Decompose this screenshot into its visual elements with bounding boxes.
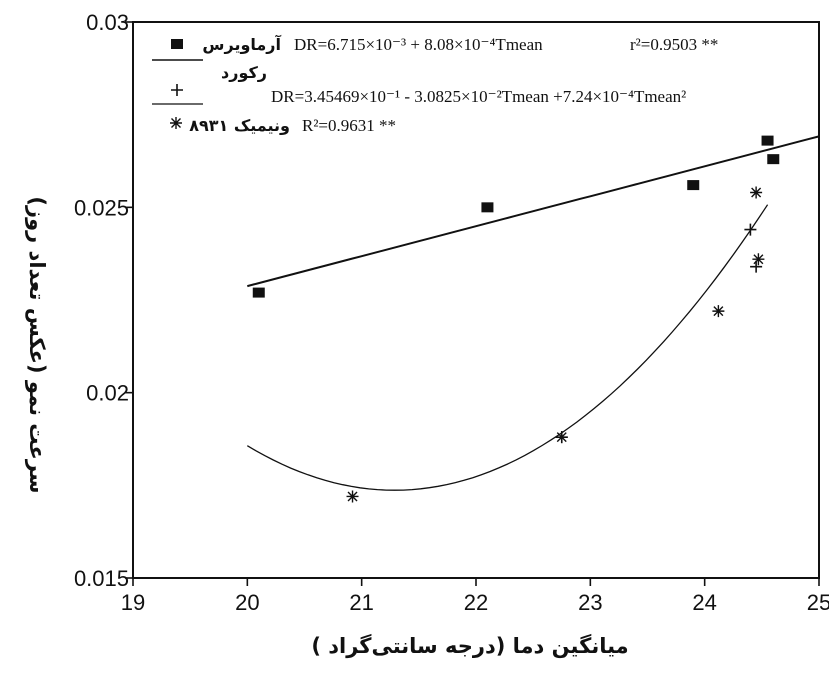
data-point-series-2 (346, 490, 359, 503)
fit-line-series-0 (247, 135, 820, 288)
y-tick-label: 0.025 (74, 195, 129, 220)
square-marker (767, 154, 780, 165)
legend-equation-series-1: DR=3.45469×10⁻¹ - 3.0825×10⁻²Tmean +7.24… (271, 87, 686, 106)
x-tick-label: 21 (349, 590, 373, 615)
plus-marker (171, 84, 183, 96)
y-tick-label: 0.03 (86, 10, 129, 35)
legend-name-series-2: ۸۹۳۱ ونیمیک (189, 116, 290, 135)
data-point-series-0 (252, 287, 265, 298)
x-tick-label: 25 (807, 590, 829, 615)
asterisk-marker (752, 253, 765, 266)
y-tick-label: 0.015 (74, 566, 129, 591)
x-tick-label: 22 (464, 590, 488, 615)
x-tick-label: 19 (121, 590, 145, 615)
fit-line-series-1 (246, 204, 769, 491)
legend-name-series-0: آرماویرس (202, 34, 281, 54)
data-point-series-2 (555, 431, 568, 444)
square-marker (171, 39, 183, 49)
legend-marker-series-1 (171, 84, 183, 96)
square-marker (761, 135, 774, 146)
x-tick-label: 23 (578, 590, 602, 615)
x-axis-title: میانگین دما (درجه سانتی‌گراد ) (311, 633, 628, 658)
fit-lines (246, 135, 820, 491)
y-axis-title: سرعت نمو (عکس تعداد روز) (25, 196, 49, 493)
data-point-series-1 (750, 260, 763, 273)
data-point-series-0 (481, 202, 494, 213)
x-tick-label: 24 (692, 590, 716, 615)
data-points (252, 135, 780, 503)
y-tick-label: 0.02 (86, 381, 129, 406)
data-point-series-2 (752, 253, 765, 266)
legend-r2-series-2: R²=0.9631 ** (302, 116, 396, 135)
asterisk-marker (555, 431, 568, 444)
plot-axes: 19 20 21 22 23 24 25 0.015 0.02 0.025 0.03 (74, 10, 829, 615)
square-marker (252, 287, 265, 298)
legend-name-series-1: رکورد (221, 63, 267, 82)
square-marker (687, 180, 700, 191)
square-marker (481, 202, 494, 213)
legend-equation-series-0: DR=6.715×10⁻³ + 8.08×10⁻⁴Tmean (294, 35, 543, 54)
data-point-series-0 (687, 180, 700, 191)
x-tick-label: 20 (235, 590, 259, 615)
asterisk-marker (170, 117, 182, 129)
data-point-series-2 (750, 186, 763, 199)
asterisk-marker (712, 305, 725, 318)
data-point-series-0 (761, 135, 774, 146)
data-point-series-0 (767, 154, 780, 165)
data-point-series-2 (712, 305, 725, 318)
plus-marker (750, 260, 763, 273)
asterisk-marker (346, 490, 359, 503)
legend-marker-series-0 (171, 39, 183, 49)
plus-marker (744, 223, 757, 236)
asterisk-marker (750, 186, 763, 199)
legend-marker-series-2 (170, 117, 182, 129)
legend-r2-series-0: r²=0.9503 ** (630, 35, 718, 54)
data-point-series-1 (744, 223, 757, 236)
legend: آرماویرس DR=6.715×10⁻³ + 8.08×10⁻⁴Tmean r²… (152, 34, 718, 135)
